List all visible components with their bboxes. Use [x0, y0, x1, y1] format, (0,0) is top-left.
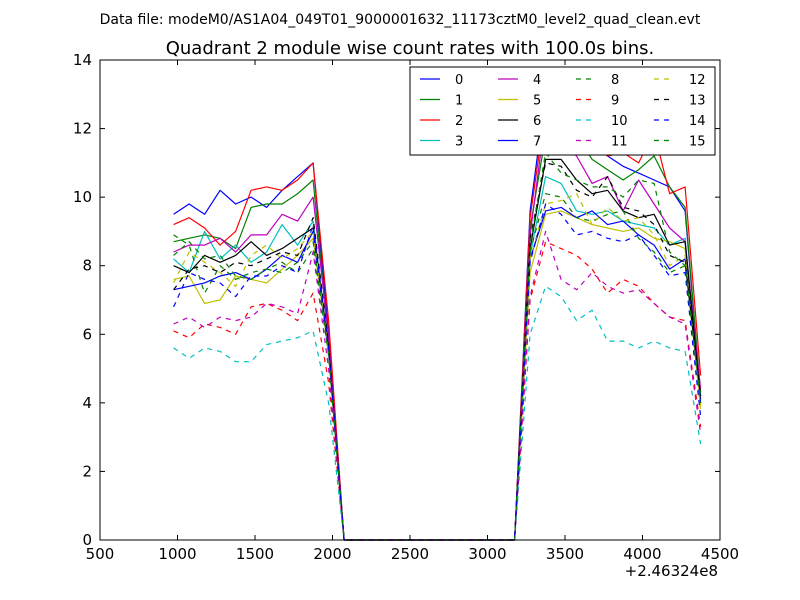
axes-frame [99, 59, 721, 541]
x-tick-label-3: 2000 [313, 545, 351, 563]
y-tick-label-3: 6 [82, 325, 92, 343]
legend-label-6: 6 [533, 114, 541, 129]
legend-label-13: 13 [689, 94, 706, 109]
legend-label-5: 5 [533, 94, 541, 109]
y-tick-label-7: 14 [73, 51, 92, 69]
plot-area: 500 1000 1500 2000 2500 3000 3500 4000 4500 0 2 4 6 8… [73, 51, 739, 563]
legend-label-12: 12 [689, 73, 706, 88]
legend-label-0: 0 [455, 73, 463, 88]
x-tick-label-5: 3000 [468, 545, 506, 563]
y-tick-label-6: 12 [73, 120, 92, 138]
legend-label-10: 10 [611, 114, 628, 129]
legend-label-15: 15 [689, 135, 706, 150]
x-offset-label: +2.46324e8 [625, 562, 718, 580]
legend-label-2: 2 [455, 114, 463, 129]
legend-label-3: 3 [455, 135, 463, 150]
legend-label-8: 8 [611, 73, 619, 88]
x-tick-label-6: 3500 [546, 545, 584, 563]
x-tick-label-4: 2500 [391, 545, 429, 563]
chart-title: Quadrant 2 module wise count rates with … [166, 38, 655, 59]
x-tick-label-8: 4500 [701, 545, 739, 563]
legend-label-4: 4 [533, 73, 541, 88]
y-tick-label-2: 4 [82, 394, 92, 412]
legend-label-14: 14 [689, 114, 706, 129]
legend-label-9: 9 [611, 94, 619, 109]
series-line-11 [173, 230, 702, 541]
suptitle: Data file: modeM0/AS1A04_049T01_90000016… [100, 12, 701, 28]
x-tick-label-0: 500 [86, 545, 115, 563]
y-tick-label-1: 2 [82, 462, 92, 480]
ticks-layer: 500 1000 1500 2000 2500 3000 3500 4000 4500 0 2 4 6 8… [73, 51, 739, 563]
y-tick-label-4: 8 [82, 257, 92, 275]
legend-label-7: 7 [533, 135, 541, 150]
series-line-9 [173, 241, 702, 541]
x-tick-label-7: 4000 [623, 545, 661, 563]
legend-label-1: 1 [455, 94, 463, 109]
y-tick-label-0: 0 [82, 531, 92, 549]
legend-label-11: 11 [611, 135, 628, 150]
y-tick-label-5: 10 [73, 188, 92, 206]
x-tick-label-1: 1000 [158, 545, 196, 563]
x-tick-label-2: 1500 [236, 545, 274, 563]
